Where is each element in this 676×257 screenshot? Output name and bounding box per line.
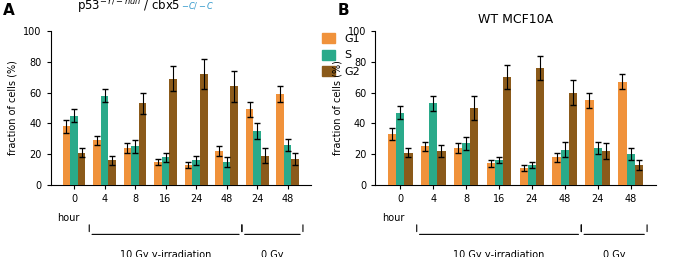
Text: 10 Gy γ-irradiation: 10 Gy γ-irradiation <box>120 250 212 257</box>
Text: 10 Gy γ-irradiation: 10 Gy γ-irradiation <box>454 250 545 257</box>
Text: p53$^{\mathit{-Y/-null}}$ / cbx5: p53$^{\mathit{-Y/-null}}$ / cbx5 <box>78 0 181 15</box>
Bar <box>261 156 268 185</box>
Bar <box>170 79 177 185</box>
Bar <box>185 165 192 185</box>
Bar <box>619 82 627 185</box>
Bar <box>78 153 85 185</box>
Bar <box>396 113 404 185</box>
Legend: G1, S, G2: G1, S, G2 <box>322 33 360 77</box>
Text: B: B <box>338 3 349 17</box>
Bar <box>437 151 445 185</box>
Title: WT MCF10A: WT MCF10A <box>478 13 553 25</box>
Bar <box>495 160 503 185</box>
Bar <box>569 93 577 185</box>
Bar <box>487 163 495 185</box>
Bar <box>108 160 116 185</box>
Bar <box>124 148 131 185</box>
Bar <box>215 151 223 185</box>
Bar <box>536 68 544 185</box>
Bar <box>93 140 101 185</box>
Bar <box>594 148 602 185</box>
Bar <box>404 153 412 185</box>
Text: A: A <box>3 3 15 17</box>
Bar <box>139 103 147 185</box>
Text: $^{\mathit{-C/-C}}$: $^{\mathit{-C/-C}}$ <box>181 2 214 15</box>
Bar <box>635 165 643 185</box>
Bar <box>284 145 291 185</box>
Bar <box>192 160 200 185</box>
Bar <box>462 143 470 185</box>
Bar <box>162 157 170 185</box>
Bar <box>627 154 635 185</box>
Text: hour: hour <box>57 213 80 223</box>
Bar <box>470 108 479 185</box>
Bar <box>560 150 569 185</box>
Text: hour: hour <box>382 213 404 223</box>
Bar <box>254 131 261 185</box>
Bar <box>70 116 78 185</box>
Bar <box>388 134 396 185</box>
Bar <box>276 94 284 185</box>
Bar <box>101 96 108 185</box>
Y-axis label: fraction of cells (%): fraction of cells (%) <box>332 60 342 155</box>
Bar <box>223 162 231 185</box>
Bar <box>200 74 208 185</box>
Bar <box>503 77 511 185</box>
Bar <box>421 146 429 185</box>
Bar <box>429 103 437 185</box>
Y-axis label: fraction of cells (%): fraction of cells (%) <box>7 60 18 155</box>
Bar <box>231 86 238 185</box>
Bar <box>245 109 254 185</box>
Bar <box>454 148 462 185</box>
Bar <box>62 126 70 185</box>
Text: 0 Gy: 0 Gy <box>261 250 284 257</box>
Bar <box>131 146 139 185</box>
Bar <box>552 157 560 185</box>
Bar <box>291 159 299 185</box>
Text: 0 Gy: 0 Gy <box>603 250 625 257</box>
Bar <box>528 165 536 185</box>
Bar <box>154 162 162 185</box>
Bar <box>520 168 528 185</box>
Bar <box>602 151 610 185</box>
Bar <box>585 100 594 185</box>
